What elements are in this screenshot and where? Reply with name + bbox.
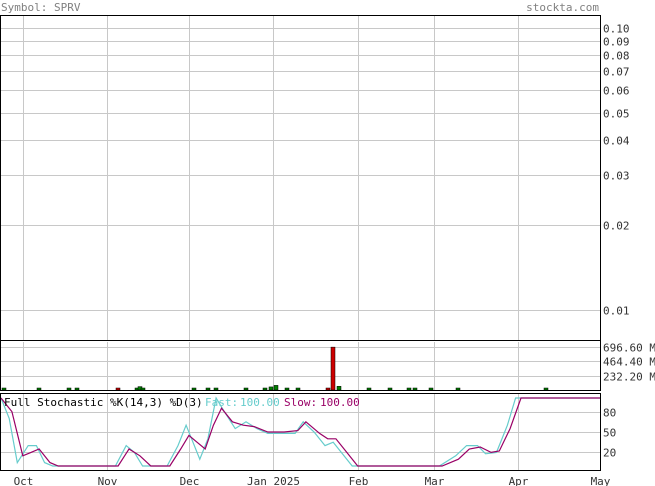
month-tick-label: May [591,475,611,486]
volume-bar [268,386,274,391]
volume-bar [115,387,121,391]
month-tick-label: Dec [180,475,200,486]
volume-bar [325,387,331,391]
price-tick-label: 0.02 [603,220,630,233]
volume-bar [243,387,249,391]
stochastic-slow-line [0,397,600,467]
site-name: stockta.com [526,1,599,14]
price-tick-label: 0.08 [603,50,630,63]
price-tick-label: 0.05 [603,108,630,121]
volume-bar [74,387,80,391]
price-tick-label: 0.04 [603,135,630,148]
month-tick-label: Nov [98,475,118,486]
volume-bar [387,387,393,391]
symbol-label: Symbol: SPRV [1,1,81,14]
volume-bar [191,387,197,391]
volume-bar [140,387,146,391]
volume-bar [428,387,434,391]
volume-bar [262,387,268,391]
volume-bar [284,387,290,391]
volume-bar [412,387,418,391]
volume-bar [543,387,549,391]
price-tick-label: 0.06 [603,85,630,98]
price-panel-frame [0,15,601,341]
price-tick-label: 0.07 [603,66,630,79]
slow-legend-value: 100.00 [320,396,360,409]
stochastic-lines [0,396,600,467]
volume-bar [213,387,219,391]
slow-legend-label: Slow: [284,396,317,409]
axis-labels: 0.100.090.08 0.07 0.06 0.05 0.04 0.03 0.02 0.01… [14,23,655,486]
month-tick-label: Apr [509,475,529,486]
volume-bars [1,346,549,391]
volume-bar [406,387,412,391]
stochastic-panel-frame [0,393,601,471]
stochastic-title: Full Stochastic %K(14,3) %D(3) [4,396,203,409]
volume-bar [295,387,301,391]
month-tick-label: Feb [349,475,369,486]
volume-bar [205,387,211,391]
volume-bar [66,387,72,391]
volume-bar [336,386,342,391]
volume-bar [36,387,42,391]
volume-bar [273,385,279,391]
volume-bar [1,387,7,391]
volume-tick-label: 232.20 M [603,371,655,384]
month-tick-label: Oct [14,475,34,486]
volume-bar [330,346,336,391]
volume-tick-label: 696.60 M [603,342,655,355]
price-tick-label: 0.03 [603,170,630,183]
volume-bar [455,387,461,391]
price-tick-label: 0.01 [603,305,630,318]
grid-lines [1,16,601,470]
volume-bar [366,387,372,391]
stochastic-tick-label: 80 [603,407,616,420]
volume-tick-label: 464.40 M [603,356,655,369]
stochastic-tick-label: 20 [603,447,616,460]
stochastic-tick-label: 50 [603,427,616,440]
month-tick-label: Mar [425,475,445,486]
price-tick-label: 0.09 [603,36,630,49]
fast-legend-value: 100.00 [240,396,280,409]
price-tick-label: 0.10 [603,23,630,36]
fast-legend-label: Fast: [205,396,238,409]
volume-panel-frame [0,340,601,391]
month-tick-label: Jan 2025 [247,475,300,486]
